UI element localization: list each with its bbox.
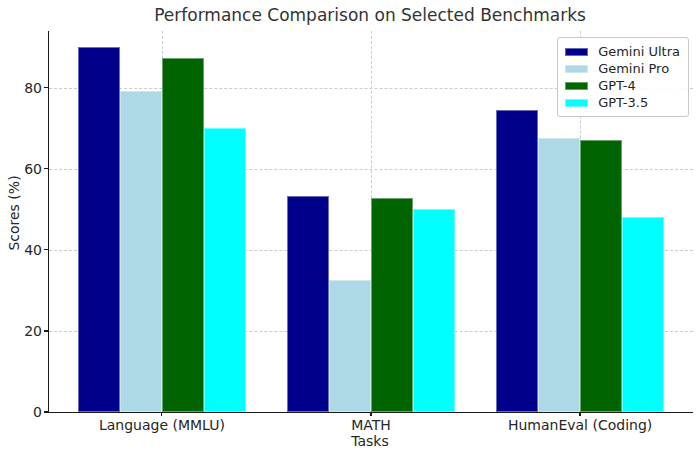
x-tick-label-language-mmlu: Language (MMLU) (99, 417, 225, 433)
bar-gemini-ultra-humaneval-coding (496, 110, 538, 412)
bar-gemini-pro-language-mmlu (120, 91, 162, 412)
bar-gemini-ultra-language-mmlu (78, 47, 120, 412)
legend-item-gpt-4: GPT-4 (565, 77, 680, 94)
chart-title: Performance Comparison on Selected Bench… (48, 5, 692, 25)
bar-gemini-ultra-math (287, 196, 329, 412)
y-tick-label: 0 (2, 404, 42, 420)
y-tick-label: 80 (2, 80, 42, 96)
legend-label: GPT-4 (598, 77, 636, 94)
x-tick-mark (579, 412, 580, 416)
y-tick-mark (44, 330, 48, 331)
legend-item-gpt-3-5: GPT-3.5 (565, 94, 680, 111)
legend-label: Gemini Pro (598, 60, 669, 77)
x-tick-label-humaneval-coding: HumanEval (Coding) (508, 417, 652, 433)
y-tick-mark (44, 249, 48, 250)
bar-gpt-3-5-humaneval-coding (622, 217, 664, 412)
x-tick-mark (161, 412, 162, 416)
y-tick-mark (44, 411, 48, 412)
y-axis-label: Scores (%) (6, 175, 22, 250)
legend-swatch-icon (565, 48, 588, 56)
bar-gpt-3-5-language-mmlu (204, 128, 246, 412)
bar-gpt-4-math (371, 198, 413, 412)
legend-swatch-icon (565, 82, 588, 90)
bar-gpt-4-humaneval-coding (580, 140, 622, 412)
x-axis-label: Tasks (351, 433, 389, 449)
figure: Performance Comparison on Selected Bench… (0, 0, 700, 457)
legend: Gemini UltraGemini ProGPT-4GPT-3.5 (557, 37, 689, 117)
y-tick-label: 60 (2, 161, 42, 177)
legend-label: GPT-3.5 (598, 94, 648, 111)
bar-gpt-4-language-mmlu (162, 58, 204, 412)
bar-gemini-pro-humaneval-coding (538, 138, 580, 412)
plot-area: Gemini UltraGemini ProGPT-4GPT-3.5 02040… (48, 31, 693, 413)
legend-item-gemini-ultra: Gemini Ultra (565, 43, 680, 60)
bar-gemini-pro-math (329, 280, 371, 412)
y-tick-label: 40 (2, 242, 42, 258)
legend-swatch-icon (565, 99, 588, 107)
x-tick-label-math: MATH (351, 417, 391, 433)
bar-gpt-3-5-math (413, 209, 455, 412)
legend-label: Gemini Ultra (598, 43, 680, 60)
y-tick-mark (44, 168, 48, 169)
y-tick-mark (44, 87, 48, 88)
legend-swatch-icon (565, 65, 588, 73)
y-tick-label: 20 (2, 323, 42, 339)
x-tick-mark (370, 412, 371, 416)
legend-item-gemini-pro: Gemini Pro (565, 60, 680, 77)
